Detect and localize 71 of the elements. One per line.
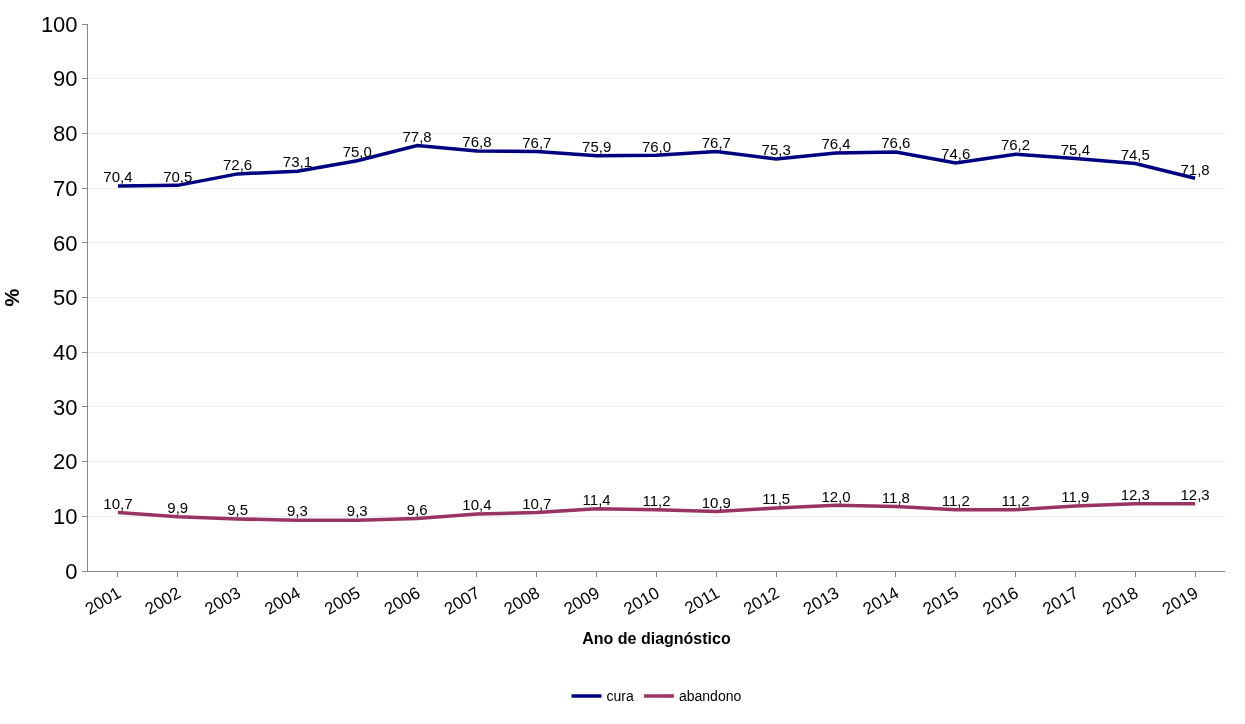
x-tick-label: 2005 [321, 583, 364, 619]
data-label: 74,6 [941, 145, 971, 163]
legend-label: cura [606, 688, 634, 705]
data-label: 75,3 [761, 141, 791, 159]
x-tick-label: 2010 [620, 583, 663, 619]
data-label: 76,2 [1000, 136, 1031, 154]
y-tick-label: 10 [53, 504, 78, 529]
data-label: 77,8 [402, 127, 432, 145]
y-axis-title: % [1, 288, 24, 307]
data-label: 11,2 [1001, 491, 1030, 509]
data-label: 11,2 [642, 491, 671, 509]
data-label: 10,7 [522, 494, 552, 512]
y-tick-label: 40 [53, 339, 78, 365]
data-label: 73,1 [282, 153, 313, 171]
x-tick-label: 2003 [201, 583, 244, 619]
data-label: 76,7 [701, 133, 731, 151]
data-label: 9,9 [167, 499, 189, 517]
data-label: 12,3 [1180, 485, 1210, 503]
data-label: 11,4 [582, 490, 611, 508]
y-tick-label: 30 [53, 394, 78, 420]
y-tick-label: 100 [40, 11, 78, 37]
x-tick-label: 2009 [560, 583, 603, 619]
x-tick-label: 2015 [919, 583, 962, 619]
data-label: 10,7 [103, 494, 133, 512]
x-tick-label: 2001 [81, 583, 125, 619]
x-tick-label: 2018 [1099, 583, 1142, 619]
x-tick-label: 2012 [740, 583, 783, 619]
x-tick-label: 2014 [859, 583, 903, 619]
x-tick-label: 2017 [1039, 583, 1082, 619]
data-label: 75,0 [342, 143, 372, 160]
data-label: 76,0 [641, 137, 672, 155]
x-tick-label: 2006 [381, 583, 424, 619]
data-label: 12,0 [821, 487, 851, 505]
data-label: 10,4 [462, 496, 492, 514]
y-tick-label: 70 [53, 175, 78, 201]
legend-label: abandono [678, 688, 742, 705]
x-tick-label: 2019 [1159, 583, 1202, 619]
y-tick-label: 0 [65, 558, 78, 584]
y-tick-label: 80 [53, 121, 78, 147]
data-label: 70,5 [163, 167, 193, 185]
data-label: 70,4 [103, 168, 133, 186]
x-tick-label: 2011 [681, 583, 723, 619]
data-label: 76,4 [821, 135, 851, 153]
y-tick-label: 20 [53, 449, 78, 475]
y-tick-label: 50 [53, 285, 78, 311]
y-tick-label: 60 [53, 230, 78, 256]
data-label: 75,9 [582, 138, 612, 156]
data-label: 11,5 [762, 490, 791, 508]
data-label: 12,3 [1120, 485, 1150, 503]
data-label: 11,8 [881, 488, 910, 506]
data-label: 74,5 [1120, 145, 1150, 163]
data-label: 9,3 [346, 502, 368, 520]
data-label: 9,5 [227, 501, 249, 519]
y-tick-label: 90 [53, 66, 78, 92]
data-label: 71,8 [1180, 160, 1210, 178]
data-label: 11,9 [1061, 488, 1090, 506]
data-label: 72,6 [223, 156, 253, 174]
data-label: 9,6 [406, 500, 428, 518]
data-label: 10,9 [701, 493, 731, 511]
data-label: 11,2 [941, 491, 970, 509]
x-axis-title: Ano de diagnóstico [582, 630, 731, 648]
x-tick-label: 2016 [979, 583, 1022, 619]
x-tick-label: 2008 [500, 583, 544, 619]
data-label: 9,3 [287, 502, 308, 520]
data-label: 76,6 [881, 134, 911, 152]
data-label: 76,8 [462, 133, 492, 151]
x-tick-label: 2013 [800, 583, 843, 619]
x-tick-label: 2002 [141, 583, 185, 619]
data-label: 75,4 [1060, 140, 1090, 158]
x-tick-label: 2004 [261, 583, 304, 619]
data-label: 76,7 [522, 133, 552, 151]
